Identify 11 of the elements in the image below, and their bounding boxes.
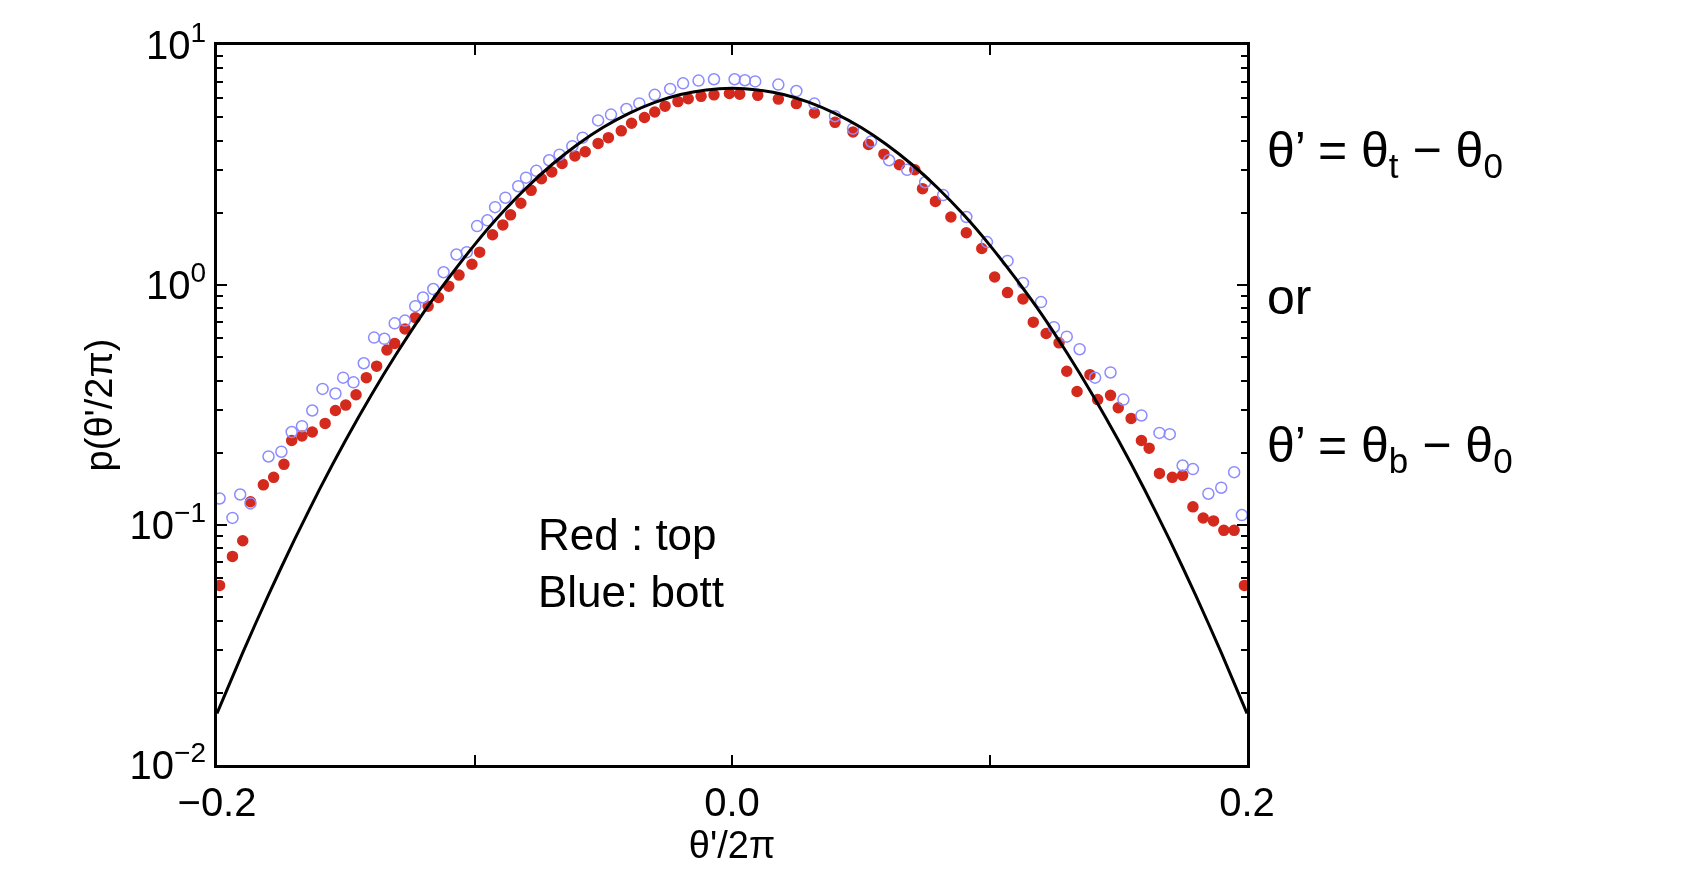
y-tick-label: 10$^{0}$ [145, 257, 206, 307]
text: θ’ = θ$_{b}$ − θ$_{0}$ [1267, 417, 1513, 480]
annotation: Red : top Blue: bott [538, 510, 724, 617]
y-axis-title: p(θ'/2π) [77, 338, 120, 472]
text: or [1267, 269, 1312, 325]
x-tick-label: 0.0 [704, 780, 760, 824]
x-tick-label: 0.2 [1219, 780, 1275, 824]
y-tick-label: 10$^{1}$ [145, 17, 206, 67]
x-axis-title: θ'/2π [688, 824, 776, 866]
text: θ’ = θ$_{t}$ − θ$_{0}$ [1267, 122, 1503, 185]
y-tick-label: 10$^{−1}$ [129, 497, 206, 547]
